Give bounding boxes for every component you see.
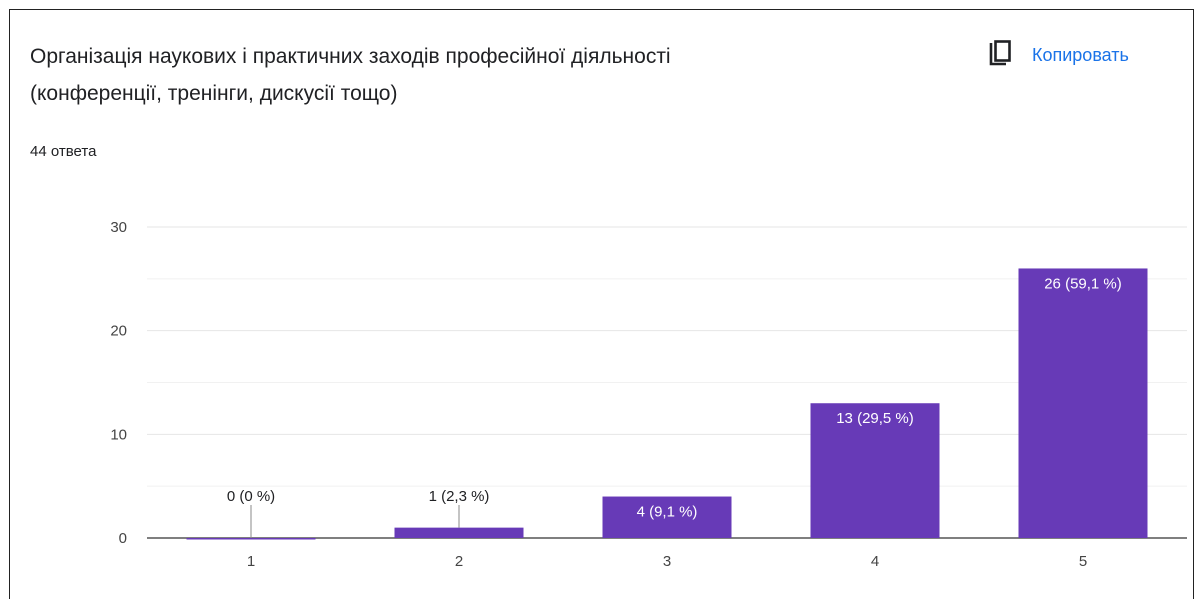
x-tick-label: 1 bbox=[247, 553, 255, 570]
bars: 0 (0 %) 1 (2,3 %) 4 (9,1 %) 13 (29,5 %) 26 (… bbox=[186, 268, 1148, 540]
copy-label: Копировать bbox=[1032, 45, 1129, 65]
x-axis: 1 2 3 4 5 bbox=[247, 553, 1087, 570]
copy-icon bbox=[988, 40, 1012, 71]
y-tick-label: 0 bbox=[119, 530, 127, 547]
question-card bbox=[9, 9, 1194, 599]
title-line-2: (конференції, тренінги, дискусії тощо) bbox=[30, 82, 398, 105]
data-label: 4 (9,1 %) bbox=[637, 504, 698, 521]
x-tick-label: 4 bbox=[871, 553, 879, 570]
bar[interactable] bbox=[1018, 268, 1148, 538]
bar[interactable] bbox=[186, 538, 316, 540]
data-label: 26 (59,1 %) bbox=[1044, 275, 1122, 292]
data-label: 13 (29,5 %) bbox=[836, 410, 914, 427]
x-tick-label: 2 bbox=[455, 553, 463, 570]
x-tick-label: 3 bbox=[663, 553, 671, 570]
question-title: Організація наукових і практичних заході… bbox=[30, 38, 930, 112]
response-count: 44 ответа bbox=[30, 143, 97, 160]
y-tick-label: 10 bbox=[110, 426, 127, 443]
bar[interactable] bbox=[602, 496, 732, 538]
y-tick-label: 20 bbox=[110, 323, 127, 340]
y-axis: 0 10 20 30 bbox=[110, 219, 127, 547]
title-line-1: Організація наукових і практичних заході… bbox=[30, 45, 671, 68]
y-tick-label: 30 bbox=[110, 219, 127, 236]
data-label: 1 (2,3 %) bbox=[429, 488, 490, 505]
bar[interactable] bbox=[810, 403, 940, 538]
bar[interactable] bbox=[394, 527, 524, 538]
data-label: 0 (0 %) bbox=[227, 488, 275, 505]
copy-button[interactable]: Копировать bbox=[988, 40, 1129, 71]
x-tick-label: 5 bbox=[1079, 553, 1087, 570]
